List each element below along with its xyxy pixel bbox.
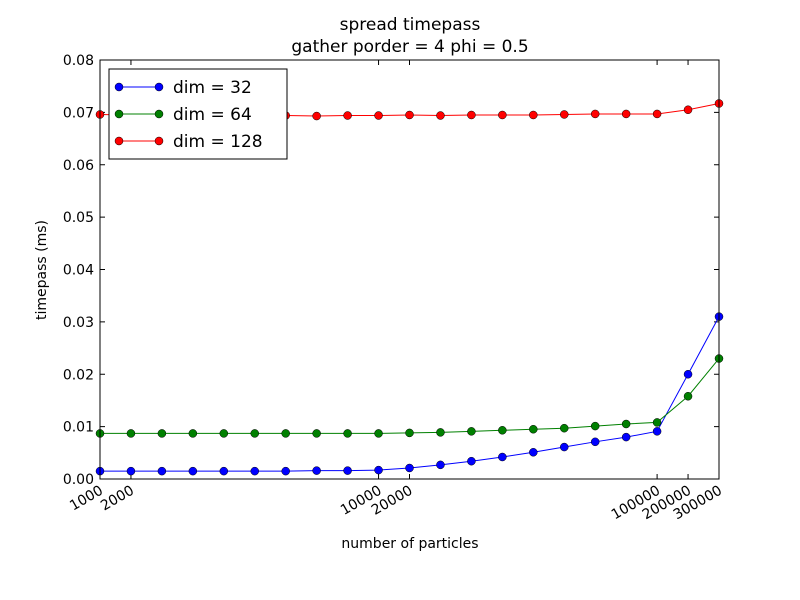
data-point [467, 427, 476, 436]
y-tick-label: 0.08 [63, 53, 94, 69]
data-point [250, 429, 259, 438]
data-point [560, 442, 569, 452]
data-point [467, 456, 476, 466]
data-point [498, 426, 507, 435]
data-point [374, 465, 383, 475]
y-axis-label: timepass (ms) [34, 220, 50, 320]
y-tick-label: 0.04 [63, 263, 94, 279]
data-point [498, 110, 507, 120]
data-point [683, 391, 693, 401]
data-point [374, 429, 383, 438]
y-tick-label: 0.07 [63, 105, 94, 121]
y-tick-label: 0.00 [63, 472, 94, 488]
data-point [436, 111, 445, 120]
legend-label: dim = 64 [173, 105, 252, 125]
data-point [683, 370, 693, 379]
y-tick-label: 0.01 [63, 420, 94, 436]
data-point [467, 110, 476, 120]
data-point [621, 419, 631, 429]
data-point [219, 429, 229, 438]
data-point [281, 429, 290, 438]
legend-label: dim = 128 [173, 132, 263, 152]
data-point [157, 429, 167, 438]
plot-frame [99, 59, 720, 480]
data-point [621, 432, 631, 442]
legend-marker [114, 136, 124, 146]
data-point [188, 466, 198, 476]
data-point [343, 466, 352, 475]
data-point [652, 109, 662, 119]
data-point [652, 427, 662, 436]
legend-marker [154, 136, 164, 146]
data-point [436, 460, 445, 470]
data-point [436, 428, 445, 437]
legend-label: dim = 32 [173, 78, 252, 98]
y-tick-label: 0.03 [63, 315, 94, 331]
data-point [560, 110, 569, 119]
x-axis-label: number of particles [341, 536, 478, 552]
chart-subtitle: gather porder = 4 phi = 0.5 [291, 37, 528, 57]
data-point [374, 111, 383, 120]
y-tick-label: 0.02 [63, 367, 94, 383]
data-point [250, 466, 259, 476]
data-point [560, 423, 569, 433]
data-point [343, 111, 352, 120]
data-point [529, 448, 538, 457]
data-point [188, 429, 198, 438]
data-point [126, 466, 136, 476]
data-point [652, 418, 662, 427]
data-point [219, 466, 229, 476]
data-point [126, 429, 136, 438]
y-tick-label: 0.06 [63, 158, 94, 174]
data-point [343, 429, 352, 438]
data-point [405, 463, 414, 473]
data-point [498, 452, 507, 462]
data-point [157, 466, 167, 476]
data-point [621, 109, 631, 119]
data-point [405, 428, 414, 438]
data-point [405, 110, 414, 120]
data-point [590, 421, 600, 431]
data-point [590, 109, 600, 119]
data-point [312, 466, 321, 475]
data-point [312, 429, 321, 438]
data-point [590, 437, 600, 447]
y-tick-label: 0.05 [63, 210, 94, 226]
data-point [529, 110, 538, 120]
data-point [529, 424, 538, 434]
legend-marker [114, 109, 124, 119]
data-point [312, 111, 321, 121]
legend-marker [154, 109, 164, 119]
legend-marker [114, 82, 124, 92]
legend-marker [154, 82, 164, 92]
data-point [281, 466, 290, 476]
data-point [683, 105, 693, 115]
chart-title: spread timepass [340, 15, 481, 35]
